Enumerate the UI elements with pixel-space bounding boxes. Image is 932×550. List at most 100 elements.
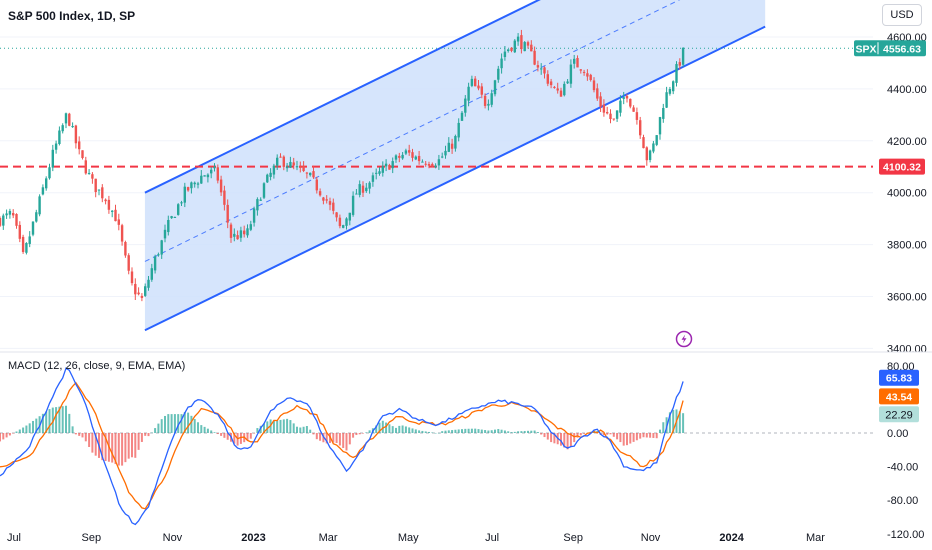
candle-body [540,68,543,70]
candle-body [398,155,401,158]
currency-button[interactable]: USD [882,4,922,26]
candle-body [530,44,533,52]
candle-body [15,213,18,226]
time-tick-label: 2024 [719,532,744,544]
macd-histogram-bar [197,422,199,433]
macd-histogram-bar [398,425,401,433]
candle-body [173,216,177,218]
candle-body [35,212,38,222]
macd-histogram-bar [622,433,625,446]
candle-body [2,215,5,226]
macd-histogram-bar [609,433,612,435]
chart-title: S&P 500 Index, 1D, SP [8,9,135,23]
candle-body [292,162,295,166]
candle-body [678,62,681,66]
candle-body [417,155,421,162]
candle-body [243,230,246,235]
candle-body [355,193,358,195]
candle-body [351,195,355,215]
macd-histogram-bar [404,426,407,433]
candle-body [681,47,685,65]
macd-histogram-bar [652,433,655,438]
candle-body [668,89,672,94]
candle-body [662,108,665,119]
macd-histogram-bar [579,433,582,436]
candle-body [635,112,639,120]
candle-body [596,88,599,99]
macd-tick-label: -80.00 [887,495,918,507]
macd-histogram-bar [177,414,180,433]
macd-histogram-bar [395,427,397,433]
candle-body [586,73,589,77]
macd-histogram-bar [51,407,54,433]
candle-body [276,157,279,166]
candle-body [437,159,441,166]
candle-body [579,69,582,71]
candle-body [599,96,602,107]
lightning-icon[interactable] [675,330,693,348]
candle-body [91,174,94,179]
candle-body [348,212,351,221]
candle-body [282,156,285,167]
macd-histogram-bar [32,420,34,433]
macd-histogram-bar [134,433,137,458]
candle-body [140,295,144,298]
time-tick-label: Jul [7,532,21,544]
candle-body [157,254,160,256]
candle-body [615,110,619,119]
macd-histogram-bar [477,429,480,433]
macd-histogram-bar [282,419,285,433]
macd-histogram-bar [408,427,411,433]
candle-body [269,172,272,177]
macd-histogram-bar [104,433,107,461]
candle-body [41,187,45,195]
symbol-tag: SPX [855,43,876,55]
candle-body [262,183,266,198]
candle-body [394,155,398,160]
macd-histogram-bar [434,432,437,434]
candle-body [408,150,411,153]
macd-histogram-bar [342,433,345,448]
candle-body [285,166,289,169]
macd-histogram-bar [117,433,120,466]
macd-histogram-bar [467,428,470,433]
candle-body [361,185,365,193]
candle-body [477,85,480,89]
candle-body [160,240,163,255]
macd-histogram-bar [418,430,421,433]
macd-histogram-bar [385,422,388,433]
macd-histogram-bar [180,414,183,433]
candle-body [58,130,61,145]
macd-histogram-bar [530,430,533,433]
candle-body [431,164,434,166]
macd-pane [0,367,873,526]
candle-body [332,202,335,211]
candle-body [388,164,391,170]
candle-body [163,229,167,239]
macd-histogram-bar [137,433,140,450]
macd-histogram-bar [81,433,84,438]
candle-body [652,143,655,152]
candle-body [592,80,596,91]
macd-histogram-bar [678,411,681,433]
macd-histogram-bar [566,433,569,450]
candle-body [447,142,450,152]
macd-histogram-bar [457,429,460,433]
macd-histogram-bar [309,429,312,433]
macd-histogram-bar [632,433,635,442]
macd-histogram-bar [114,433,117,465]
candle-body [81,150,84,159]
macd-histogram-bar [8,433,11,436]
candle-body [559,90,563,97]
macd-histogram-bar [639,433,642,439]
candle-body [236,235,239,240]
macd-histogram-bar [55,407,58,433]
macd-line [0,367,684,526]
macd-histogram-bar [411,428,414,433]
candle-body [378,171,381,174]
candle-body [8,210,12,215]
candle-body [500,58,503,69]
macd-histogram-bar [84,433,87,442]
macd-histogram-bar [190,415,193,433]
candle-body [335,212,338,218]
